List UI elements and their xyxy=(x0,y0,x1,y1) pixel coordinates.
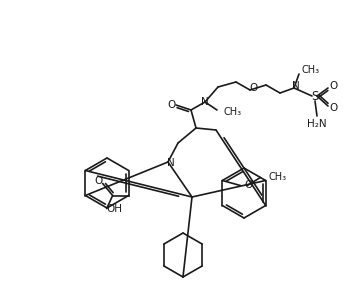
Text: N: N xyxy=(167,158,175,168)
Text: N: N xyxy=(201,97,209,107)
Text: O: O xyxy=(249,83,257,93)
Text: N: N xyxy=(292,81,300,91)
Text: CH₃: CH₃ xyxy=(223,107,241,117)
Text: S: S xyxy=(311,90,319,102)
Text: O: O xyxy=(244,180,252,190)
Text: O: O xyxy=(95,175,103,185)
Text: O: O xyxy=(167,100,175,110)
Text: CH₃: CH₃ xyxy=(302,65,320,75)
Text: CH₃: CH₃ xyxy=(268,173,287,182)
Text: O: O xyxy=(329,103,337,113)
Text: H₂N: H₂N xyxy=(307,119,327,129)
Text: OH: OH xyxy=(107,204,123,215)
Text: O: O xyxy=(329,81,337,91)
